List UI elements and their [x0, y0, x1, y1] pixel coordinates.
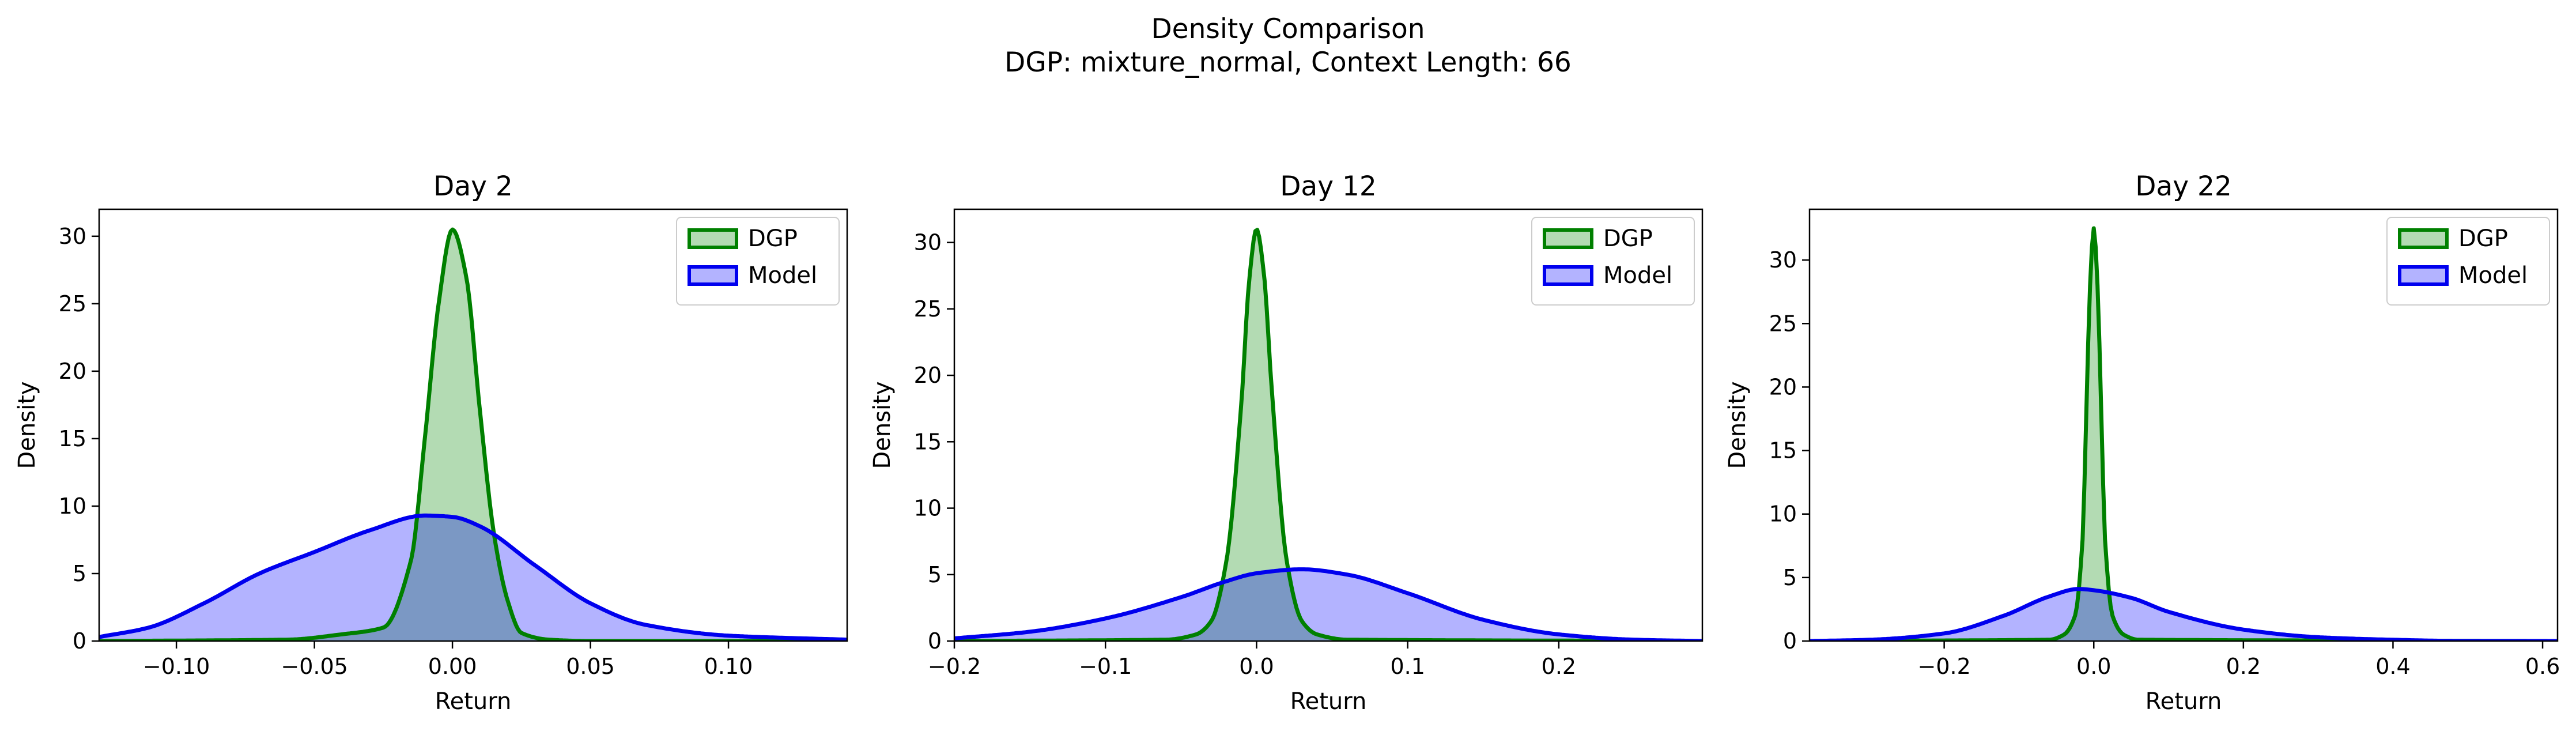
- dgp-legend-swatch: [688, 228, 738, 249]
- model-density-line: [99, 513, 847, 641]
- model-density-fill: [954, 569, 1702, 641]
- y-tick-label: 30: [914, 230, 942, 255]
- figure-subtitle: DGP: mixture_normal, Context Length: 66: [1004, 47, 1572, 78]
- x-tick-label: 0.2: [2226, 654, 2261, 679]
- dgp-legend-label: DGP: [2458, 225, 2508, 252]
- model-legend-label: Model: [1603, 262, 1672, 289]
- dgp-legend-swatch: [1543, 228, 1593, 249]
- y-tick-label: 0: [1783, 628, 1797, 654]
- x-tick-label: −0.2: [928, 654, 981, 679]
- x-tick-label: −0.1: [1079, 654, 1132, 679]
- y-tick-label: 5: [928, 562, 942, 587]
- x-tick-label: 0.0: [1239, 654, 1274, 679]
- y-tick-label: 15: [914, 429, 942, 454]
- axes-frame: [98, 208, 848, 642]
- chart-panel-3: Day 22 −0.2 0.0 0.2 0.4 0.6 0 5 10 15 20 25 30 Return…: [1724, 171, 2560, 715]
- y-tick-label: 10: [59, 493, 86, 519]
- chart-panel-2: Day 12 −0.2 −0.1 0.0 0.1 0.2 0 5 10 15 20 25 30 Retur…: [869, 171, 1704, 715]
- x-tick-label: 0.4: [2375, 654, 2410, 679]
- overlap-fill: [99, 515, 847, 641]
- axes-frame: [1808, 208, 2559, 642]
- y-tick-label: 0: [73, 628, 86, 654]
- x-tick-label: −0.10: [143, 654, 210, 679]
- y-tick-label: 20: [59, 359, 86, 384]
- dgp-density-fill: [99, 229, 847, 641]
- model-legend-label: Model: [2458, 262, 2528, 289]
- panel-title: Day 22: [2135, 171, 2232, 202]
- model-density-fill: [1810, 589, 2558, 641]
- legend: DGP Model: [1531, 217, 1695, 306]
- y-tick-label: 20: [1769, 374, 1797, 399]
- y-tick-label: 0: [928, 628, 942, 654]
- y-tick-label: 20: [914, 363, 942, 388]
- y-tick-label: 30: [1769, 247, 1797, 273]
- dgp-legend-swatch: [2398, 228, 2449, 249]
- x-axis-label: Return: [2146, 688, 2222, 715]
- legend: DGP Model: [676, 217, 840, 306]
- dgp-legend-label: DGP: [748, 225, 798, 252]
- x-tick-label: −0.2: [1917, 654, 1970, 679]
- dgp-legend-label: DGP: [1603, 225, 1653, 252]
- x-axis-label: Return: [1290, 688, 1367, 715]
- y-tick-label: 5: [1783, 565, 1797, 590]
- y-tick-label: 30: [59, 224, 86, 249]
- y-axis-label: Density: [14, 381, 40, 469]
- model-legend-swatch: [1543, 265, 1593, 286]
- panels: Day 2−0.10 −0.05 0.00 0.05 0.10051015202530R…: [14, 171, 2560, 715]
- legend: DGP Model: [2386, 217, 2550, 306]
- chart-panel-1: Day 2 −0.10 −0.05 0.00 0.05 0.10 0 5 10 15 20 25 30 R…: [14, 171, 848, 715]
- y-tick-label: 10: [1769, 502, 1797, 527]
- figure-title: Density Comparison: [1151, 13, 1425, 45]
- model-legend-swatch: [688, 265, 738, 286]
- x-tick-label: 0.1: [1390, 654, 1425, 679]
- y-tick-label: 15: [1769, 438, 1797, 463]
- y-tick-label: 25: [914, 296, 942, 322]
- x-tick-label: 0.6: [2525, 654, 2560, 679]
- x-tick-label: 0.00: [428, 654, 477, 679]
- x-axis-label: Return: [435, 688, 512, 715]
- y-tick-label: 15: [59, 426, 86, 451]
- dgp-density-line: [99, 227, 847, 641]
- plot-area: [99, 227, 847, 641]
- model-density-line: [954, 567, 1702, 641]
- y-tick-label: 25: [59, 291, 86, 316]
- x-tick-label: 0.10: [704, 654, 753, 679]
- x-tick-label: 0.2: [1542, 654, 1576, 679]
- y-tick-label: 25: [1769, 311, 1797, 336]
- panel-title: Day 2: [433, 171, 513, 202]
- x-tick-label: −0.05: [281, 654, 348, 679]
- model-legend-swatch: [2398, 265, 2449, 286]
- x-tick-label: 0.0: [2076, 654, 2111, 679]
- model-legend-label: Model: [748, 262, 817, 289]
- y-axis-label: Density: [1724, 381, 1751, 469]
- axes-frame: [953, 208, 1704, 642]
- x-tick-label: 0.05: [566, 654, 615, 679]
- panel-title: Day 12: [1280, 171, 1377, 202]
- y-tick-label: 5: [73, 561, 86, 586]
- y-tick-label: 10: [914, 496, 942, 521]
- y-axis-label: Density: [869, 381, 896, 469]
